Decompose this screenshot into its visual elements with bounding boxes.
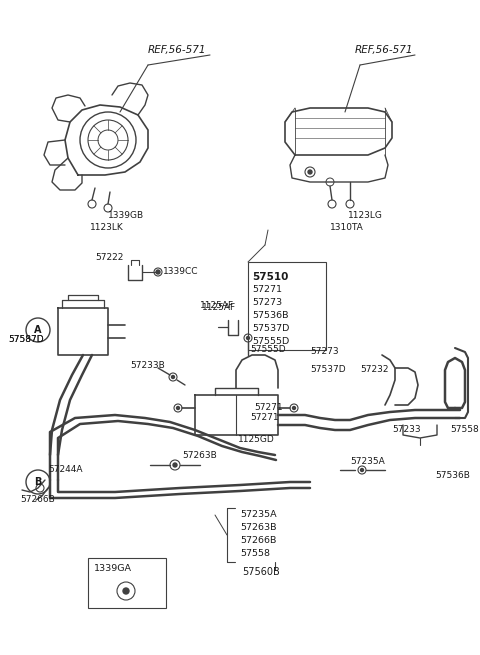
Bar bbox=[248, 262, 326, 350]
Text: B: B bbox=[34, 477, 42, 487]
Circle shape bbox=[173, 463, 177, 467]
Text: 57536B: 57536B bbox=[252, 311, 288, 320]
Text: 57271: 57271 bbox=[252, 285, 282, 294]
Text: 57558: 57558 bbox=[240, 549, 270, 558]
Text: 57233: 57233 bbox=[392, 426, 420, 434]
Text: 57233B: 57233B bbox=[130, 360, 165, 369]
Text: 57273: 57273 bbox=[252, 298, 282, 307]
Text: 1123LK: 1123LK bbox=[90, 223, 124, 233]
Text: 57273: 57273 bbox=[310, 348, 338, 356]
Text: 1339GB: 1339GB bbox=[108, 210, 144, 219]
Circle shape bbox=[177, 407, 180, 409]
Text: 1310TA: 1310TA bbox=[330, 223, 364, 233]
Text: 57558: 57558 bbox=[450, 426, 479, 434]
Text: 57232: 57232 bbox=[360, 365, 388, 375]
Text: 57587D: 57587D bbox=[8, 335, 44, 345]
Text: A: A bbox=[34, 325, 42, 335]
Text: 57266B: 57266B bbox=[20, 495, 55, 504]
Text: 57235A: 57235A bbox=[350, 457, 385, 466]
Text: 57271: 57271 bbox=[250, 413, 278, 422]
Text: 57560B: 57560B bbox=[242, 567, 280, 577]
Text: 1125AF: 1125AF bbox=[200, 301, 234, 310]
Bar bbox=[88, 558, 166, 608]
Text: 57555D: 57555D bbox=[250, 345, 286, 354]
Text: 57587D: 57587D bbox=[8, 335, 44, 345]
Circle shape bbox=[123, 588, 129, 594]
Text: 57263B: 57263B bbox=[240, 523, 276, 532]
Text: REF,56-571: REF,56-571 bbox=[355, 45, 413, 55]
Text: 57266B: 57266B bbox=[240, 536, 276, 545]
Text: 1125AF: 1125AF bbox=[202, 303, 236, 312]
Circle shape bbox=[360, 468, 363, 472]
Text: 57263B: 57263B bbox=[182, 451, 217, 460]
Circle shape bbox=[292, 407, 296, 409]
Text: 1125GD: 1125GD bbox=[238, 436, 275, 445]
Text: REF,56-571: REF,56-571 bbox=[148, 45, 206, 55]
Text: 57537D: 57537D bbox=[252, 324, 289, 333]
Circle shape bbox=[171, 375, 175, 379]
Text: 57555D: 57555D bbox=[252, 337, 289, 346]
Text: 1123LG: 1123LG bbox=[348, 210, 383, 219]
Circle shape bbox=[247, 337, 250, 339]
Circle shape bbox=[308, 170, 312, 174]
Text: 57271: 57271 bbox=[254, 403, 283, 413]
Text: 57244A: 57244A bbox=[48, 466, 83, 474]
Text: 57222: 57222 bbox=[95, 253, 123, 263]
Circle shape bbox=[156, 270, 160, 274]
Text: 57536B: 57536B bbox=[435, 470, 470, 479]
Text: 1339GA: 1339GA bbox=[94, 564, 132, 573]
Text: 57510: 57510 bbox=[252, 272, 288, 282]
Text: 57537D: 57537D bbox=[310, 365, 346, 375]
Text: 57235A: 57235A bbox=[240, 510, 276, 519]
Text: 1339CC: 1339CC bbox=[163, 267, 199, 276]
